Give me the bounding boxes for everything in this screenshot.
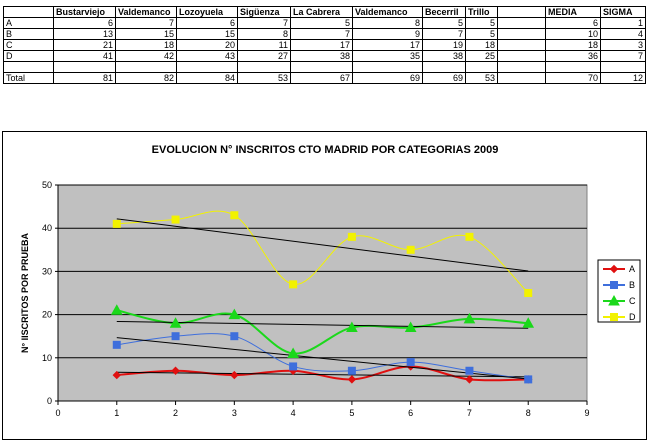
legend-marker-d [610, 313, 618, 321]
trendline-b [116, 337, 529, 380]
data-point-d [347, 232, 356, 241]
x-tick-label: 9 [584, 408, 589, 418]
data-point-d [524, 289, 533, 297]
data-point-c [346, 321, 358, 333]
data-point-b [112, 340, 121, 349]
legend-marker-c [608, 294, 620, 306]
data-point-d [465, 232, 474, 241]
data-point-d [230, 211, 239, 220]
y-tick-label: 30 [42, 266, 52, 276]
data-point-d [289, 280, 298, 289]
series-line-a [116, 365, 529, 382]
data-point-c [110, 304, 123, 315]
data-point-a [112, 370, 121, 380]
data-point-c [404, 321, 417, 333]
x-tick-label: 0 [55, 408, 60, 418]
x-tick-label: 3 [232, 408, 237, 418]
legend-label-d: D [629, 312, 636, 322]
data-point-c [522, 317, 535, 328]
x-tick-label: 8 [526, 408, 531, 418]
trendline-a [116, 371, 529, 378]
table-row: D 41 42 43 27 38 35 38 25 36 7 [3, 50, 646, 62]
data-point-d [171, 215, 180, 224]
plot-background [57, 184, 588, 402]
data-point-a [230, 370, 239, 380]
data-point-a [465, 375, 474, 384]
data-point-b [289, 362, 298, 371]
x-tick-label: 6 [408, 408, 413, 418]
legend-box [597, 259, 641, 323]
legend-marker-a [609, 264, 619, 274]
x-tick-label: 7 [467, 408, 472, 418]
data-point-c [463, 312, 476, 324]
data-point-c [287, 347, 299, 358]
data-point-c [169, 317, 182, 328]
trendline-c [116, 320, 529, 329]
data-point-b [524, 375, 533, 384]
legend-label-b: B [629, 280, 635, 290]
table-row: Total 81 82 84 53 67 69 69 53 70 12 [3, 72, 646, 84]
y-tick-label: 50 [42, 180, 52, 190]
table-cell[interactable]: 70 [545, 72, 601, 84]
data-point-a [347, 375, 357, 384]
y-tick-label: 0 [47, 396, 52, 406]
table-cell[interactable]: 82 [115, 72, 177, 84]
data-point-c [228, 308, 241, 320]
data-point-d [406, 245, 415, 254]
x-tick-label: 4 [291, 408, 296, 418]
x-tick-label: 2 [173, 408, 178, 418]
spreadsheet-table: Bustarviejo Valdemanco Lozoyuela Sigüenza La… [3, 6, 646, 84]
y-tick-label: 40 [42, 223, 52, 233]
x-tick-label: 1 [114, 408, 119, 418]
data-point-d [112, 219, 121, 228]
y-tick-label: 20 [42, 310, 52, 320]
x-tick-label: 5 [349, 408, 354, 418]
data-point-b [171, 332, 180, 341]
data-point-b [230, 332, 239, 341]
y-tick-label: 10 [42, 353, 52, 363]
trendline-d [116, 218, 529, 272]
legend-label-a: A [629, 264, 635, 274]
table-header-row: Bustarviejo Valdemanco Lozoyuela Sigüenza La… [3, 6, 646, 18]
data-point-a [171, 366, 180, 375]
legend-label-c: C [629, 296, 636, 306]
data-point-b [465, 366, 474, 375]
data-point-b [347, 366, 356, 375]
legend-marker-b [610, 281, 618, 289]
series-line-b [116, 333, 529, 380]
table-cell[interactable]: 12 [600, 72, 646, 84]
y-axis-label: N° IISCRITOS POR PRUEBA [20, 233, 30, 353]
data-point-b [406, 358, 415, 367]
chart-title: EVOLUCION N° INSCRITOS CTO MADRID POR CA… [152, 144, 499, 156]
